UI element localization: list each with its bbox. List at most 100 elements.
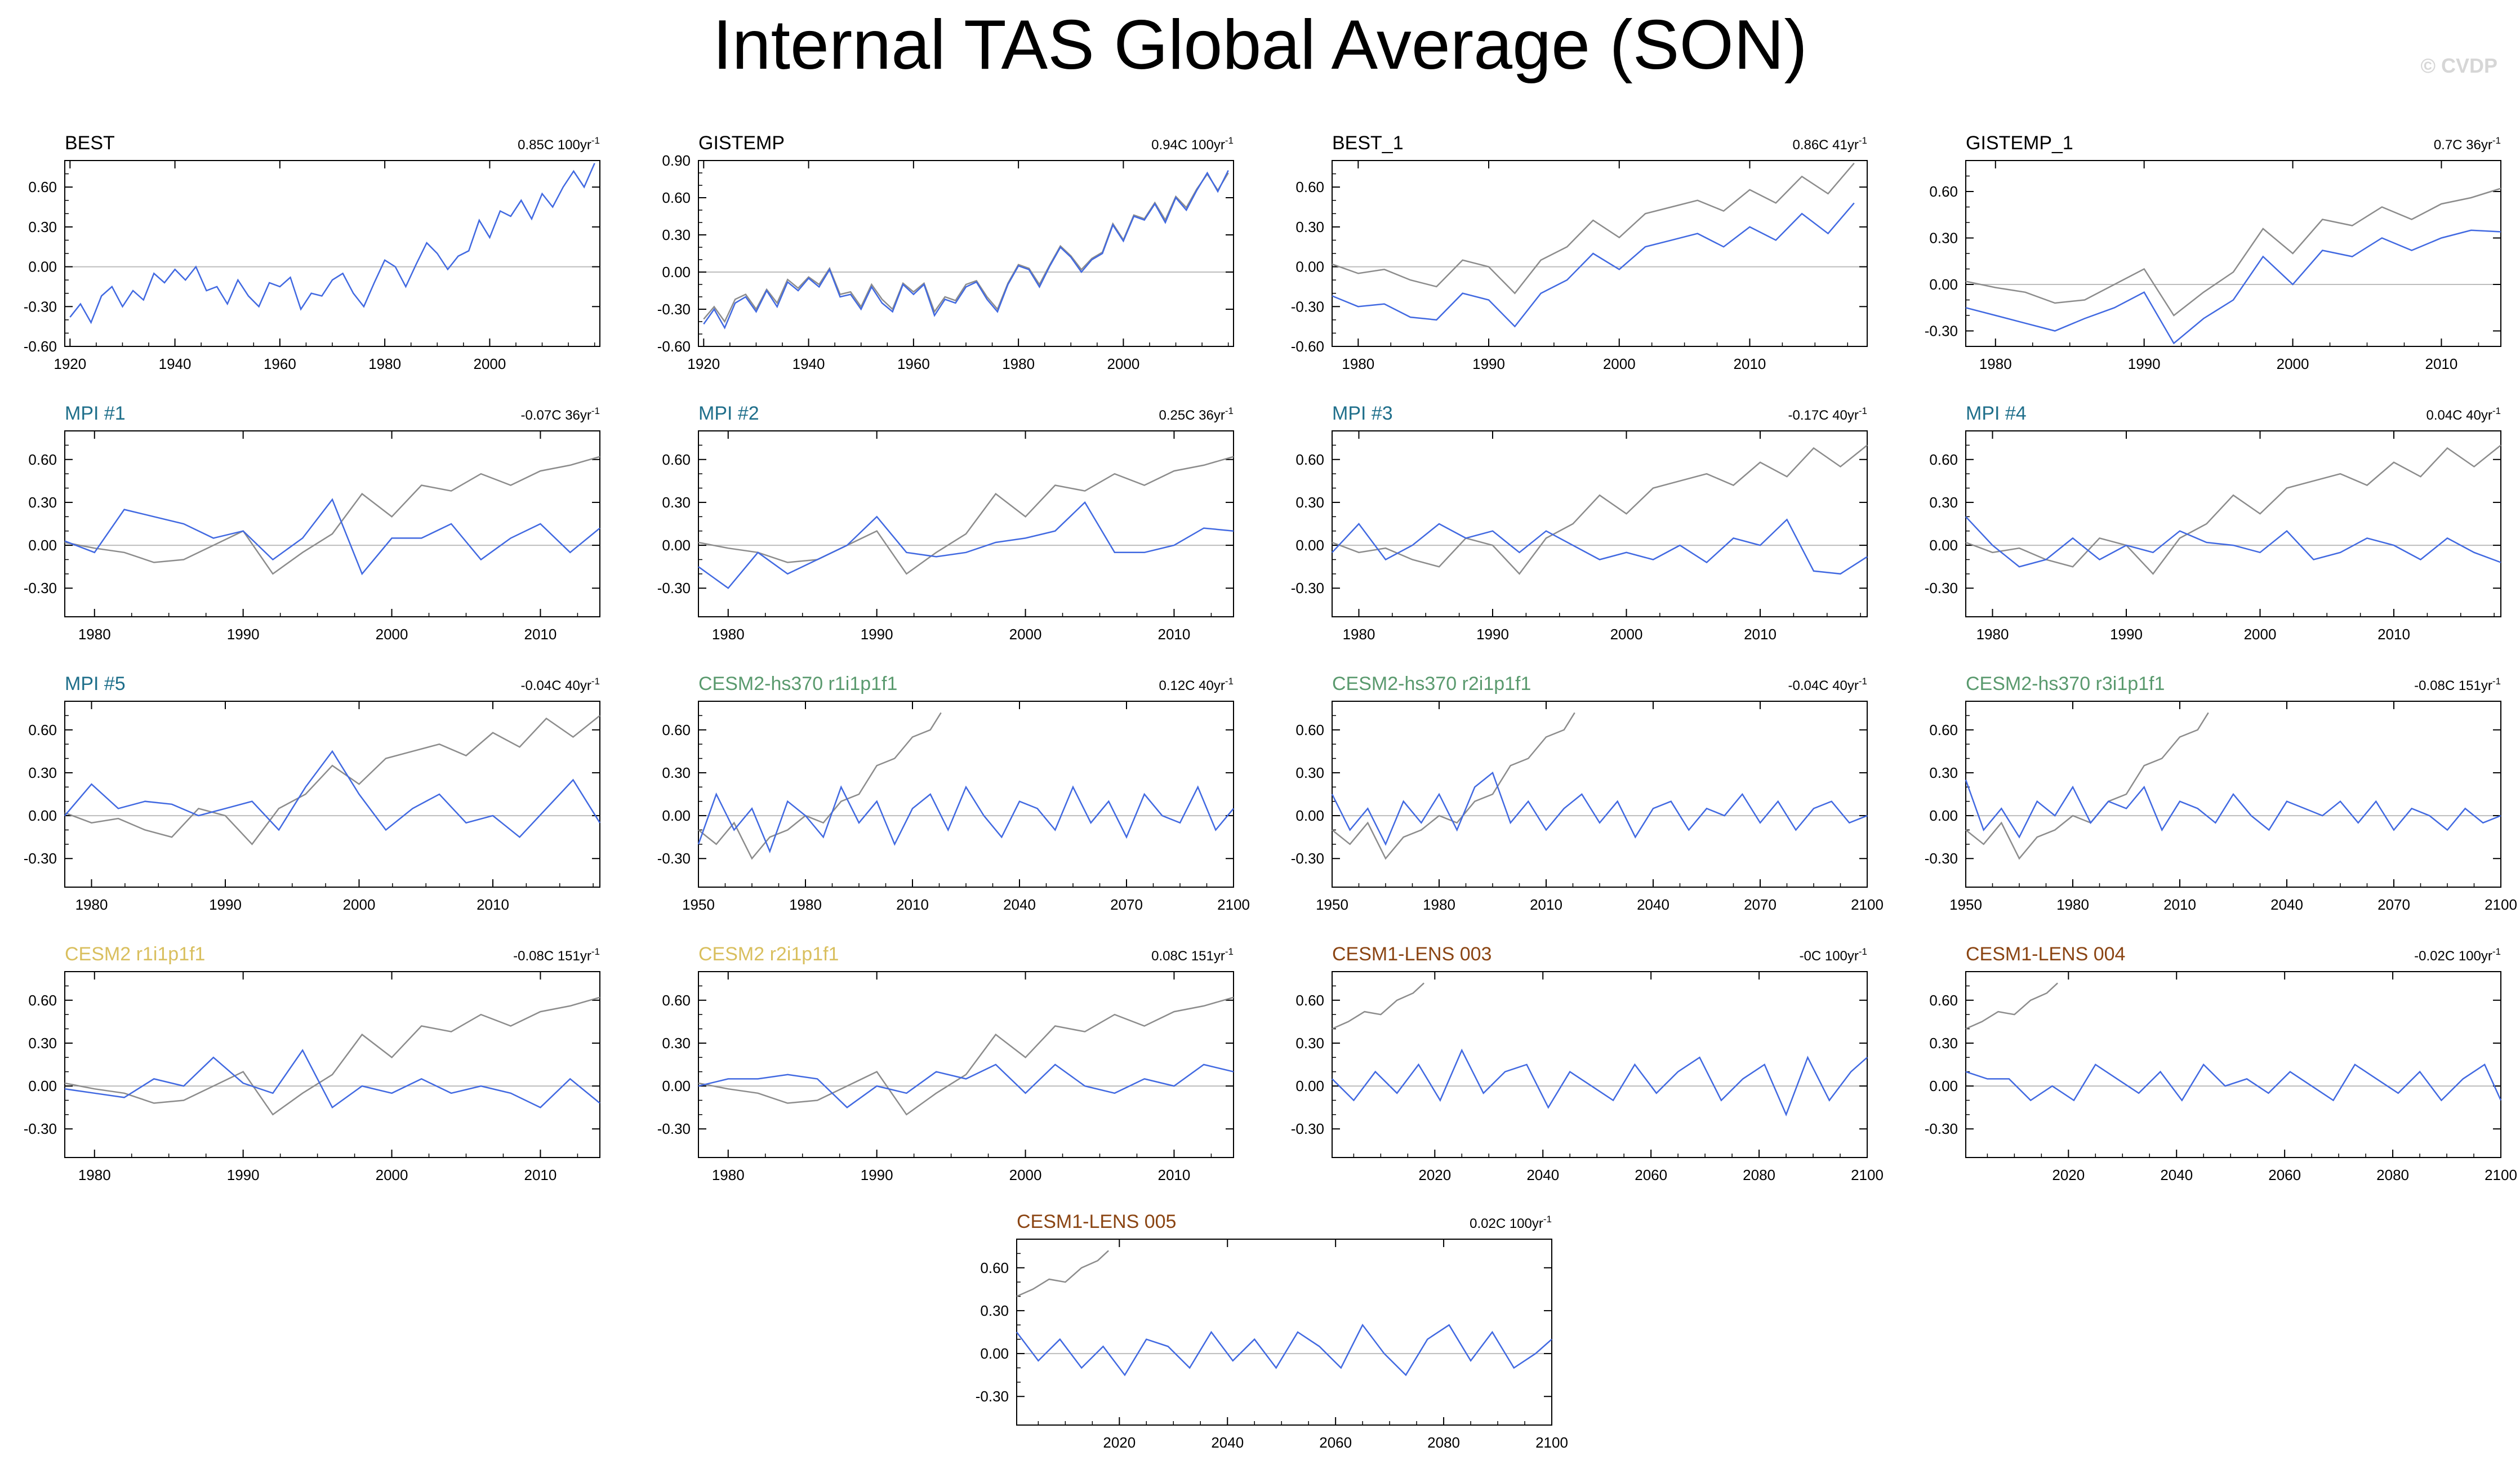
x-tick-label: 2020 — [1103, 1434, 1136, 1451]
obs-series-line — [1965, 444, 2501, 575]
panel-title: CESM1-LENS 003 — [1332, 943, 1491, 965]
y-tick-label: 0.30 — [28, 764, 57, 781]
y-tick-label: 0.30 — [662, 494, 691, 511]
y-tick-label: 0.30 — [1295, 219, 1324, 235]
y-tick-label: 0.00 — [662, 264, 691, 281]
y-tick-label: -0.30 — [1925, 850, 1958, 867]
trend-label: 0.08C 151yr-1 — [1151, 946, 1234, 964]
y-tick-label: 0.00 — [1929, 807, 1958, 824]
y-tick-label: -0.30 — [657, 1120, 691, 1137]
x-tick-label: 2000 — [376, 626, 408, 643]
y-tick-label: 0.00 — [1295, 259, 1324, 275]
y-tick-label: 0.60 — [662, 189, 691, 206]
x-tick-label: 1980 — [78, 626, 111, 643]
x-tick-label: 1990 — [209, 896, 242, 913]
plot-frame — [1332, 430, 1868, 617]
plot-frame — [64, 971, 600, 1158]
x-tick-label: 2010 — [896, 896, 929, 913]
plot-frame — [1332, 160, 1868, 347]
x-tick-label: 1950 — [1949, 896, 1982, 913]
plot-frame — [64, 160, 600, 347]
x-tick-label: 2010 — [524, 626, 557, 643]
panel-title: MPI #4 — [1966, 403, 2027, 424]
y-tick-label: -0.30 — [1925, 580, 1958, 596]
panel-title: MPI #1 — [65, 403, 126, 424]
x-tick-label: 1990 — [2110, 626, 2143, 643]
trend-label: 0.94C 100yr-1 — [1151, 135, 1234, 153]
panel-title: CESM1-LENS 004 — [1966, 943, 2125, 965]
x-tick-label: 1980 — [1976, 626, 2009, 643]
x-tick-label: 2040 — [1211, 1434, 1244, 1451]
y-tick-label: -0.30 — [1291, 298, 1324, 315]
x-tick-label: 2040 — [2270, 896, 2303, 913]
y-tick-label: -0.60 — [1291, 338, 1324, 355]
x-tick-label: 2100 — [1535, 1434, 1568, 1451]
x-tick-label: 1990 — [861, 626, 893, 643]
y-tick-label: 0.30 — [28, 494, 57, 511]
y-tick-label: 0.60 — [28, 722, 57, 738]
x-tick-label: 2040 — [2160, 1167, 2193, 1183]
obs-series-line — [1965, 982, 2058, 1030]
panel-title: GISTEMP_1 — [1966, 132, 2073, 154]
panel-8: MPI #4 0.04C 40yr-1 -0.30 0.00 0.30 0.60 1980 1… — [1925, 403, 2501, 643]
panel-title: BEST — [65, 132, 115, 154]
trend-label: 0.25C 36yr-1 — [1159, 406, 1234, 423]
model-series-line — [1965, 780, 2501, 839]
panel-6: MPI #2 0.25C 36yr-1 -0.30 0.00 0.30 0.60 1980 1… — [657, 403, 1234, 643]
x-tick-label: 1980 — [1979, 355, 2012, 372]
obs-series-line — [1332, 162, 1855, 295]
obs-series-line — [64, 715, 600, 845]
plot-frame — [64, 430, 600, 617]
trend-label: -0.07C 36yr-1 — [520, 406, 600, 423]
y-tick-label: -0.30 — [1925, 323, 1958, 340]
x-tick-label: 2060 — [1319, 1434, 1352, 1451]
y-tick-label: -0.30 — [24, 1120, 57, 1137]
x-tick-label: 2010 — [2377, 626, 2410, 643]
y-tick-label: 0.60 — [1295, 451, 1324, 468]
model-series-line — [698, 501, 1234, 589]
x-tick-label: 2010 — [2163, 896, 2196, 913]
panel-title: CESM1-LENS 005 — [1017, 1211, 1176, 1232]
model-series-line — [64, 498, 600, 576]
model-series-line — [1965, 229, 2501, 345]
panel-16: CESM1-LENS 004 -0.02C 100yr-1 -0.30 0.00 0.3… — [1925, 943, 2517, 1183]
y-tick-label: -0.30 — [1291, 580, 1324, 596]
x-tick-label: 2100 — [1851, 1167, 1884, 1183]
x-tick-label: 2100 — [2485, 1167, 2517, 1183]
trend-label: -0.04C 40yr-1 — [520, 676, 600, 693]
panel-13: CESM2 r1i1p1f1 -0.08C 151yr-1 -0.30 0.00 0.3… — [24, 943, 600, 1183]
panel-14: CESM2 r2i1p1f1 0.08C 151yr-1 -0.30 0.00 0.30… — [657, 943, 1234, 1183]
panel-7: MPI #3 -0.17C 40yr-1 -0.30 0.00 0.30 0.60 1980… — [1291, 403, 1868, 643]
model-series-line — [1332, 1048, 1868, 1117]
plot-frame — [64, 701, 600, 888]
model-series-line — [697, 785, 1234, 853]
x-tick-label: 1960 — [897, 355, 930, 372]
obs-series-line — [1332, 982, 1424, 1030]
x-tick-label: 1950 — [682, 896, 715, 913]
y-tick-label: 0.60 — [1929, 451, 1958, 468]
model-series-line — [69, 163, 595, 324]
trend-label: -0C 100yr-1 — [1800, 946, 1868, 964]
plot-frame — [1965, 160, 2501, 347]
panel-title: CESM2-hs370 r2i1p1f1 — [1332, 673, 1531, 695]
y-tick-label: 0.30 — [28, 1035, 57, 1052]
trend-label: -0.17C 40yr-1 — [1788, 406, 1867, 423]
trend-label: 0.12C 40yr-1 — [1159, 676, 1234, 693]
y-tick-label: 0.60 — [1929, 183, 1958, 200]
y-tick-label: -0.30 — [24, 298, 57, 315]
y-tick-label: 0.00 — [1295, 537, 1324, 554]
x-tick-label: 1980 — [789, 896, 822, 913]
trend-label: 0.04C 40yr-1 — [2426, 406, 2501, 423]
x-tick-label: 1940 — [159, 355, 192, 372]
x-tick-label: 1920 — [54, 355, 86, 372]
y-tick-label: 0.60 — [1295, 722, 1324, 738]
x-tick-label: 2000 — [1009, 626, 1042, 643]
x-tick-label: 2010 — [1744, 626, 1777, 643]
panel-4: GISTEMP_1 0.7C 36yr-1 -0.30 0.00 0.30 0.60 198… — [1925, 132, 2501, 372]
plot-frame — [1332, 971, 1868, 1158]
x-tick-label: 1980 — [712, 1167, 745, 1183]
y-tick-label: 0.30 — [1295, 1035, 1324, 1052]
plot-frame — [1965, 430, 2501, 617]
y-tick-label: -0.30 — [24, 850, 57, 867]
